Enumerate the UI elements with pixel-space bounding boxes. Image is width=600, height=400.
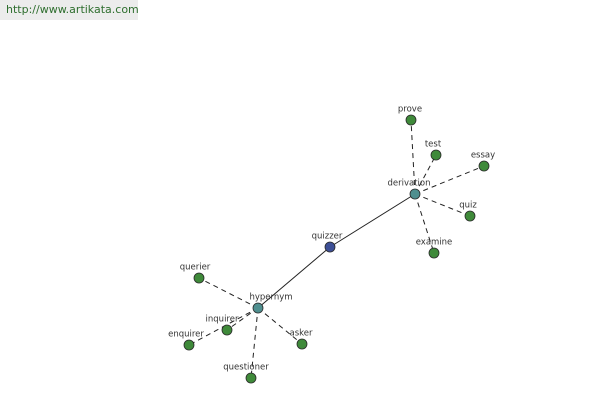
node — [296, 338, 308, 350]
node — [409, 188, 421, 200]
node-label: derivation — [387, 179, 430, 189]
node-label: inquirer — [206, 315, 239, 325]
node-label: enquirer — [168, 330, 204, 340]
node — [193, 272, 205, 284]
node-label: hypernym — [249, 293, 292, 303]
node — [324, 241, 336, 253]
node-label: questioner — [223, 363, 269, 373]
dashed-edge — [250, 307, 259, 379]
node — [183, 339, 195, 351]
site-url[interactable]: http://www.artikata.com — [0, 0, 139, 20]
node — [245, 372, 257, 384]
node — [464, 210, 476, 222]
node-label: essay — [471, 151, 495, 161]
node-label: quiz — [459, 201, 477, 211]
node-label: quizzer — [312, 232, 343, 242]
node-label: examine — [416, 238, 453, 248]
dashed-edge — [410, 119, 416, 195]
node-label: test — [425, 140, 442, 150]
node — [405, 114, 417, 126]
edge — [257, 246, 331, 309]
node-label: asker — [290, 329, 313, 339]
node — [428, 247, 440, 259]
dashed-edge — [414, 154, 437, 195]
node — [221, 324, 233, 336]
dashed-edge — [414, 193, 471, 217]
dashed-edge — [257, 307, 303, 345]
dashed-edge — [414, 165, 485, 195]
node — [252, 302, 264, 314]
dashed-edge — [414, 193, 435, 254]
node-label: querier — [180, 263, 211, 273]
dashed-edge — [226, 307, 259, 331]
dashed-edge — [198, 277, 259, 309]
node — [430, 149, 442, 161]
node — [478, 160, 490, 172]
edge — [329, 193, 416, 248]
node-label: prove — [398, 105, 422, 115]
